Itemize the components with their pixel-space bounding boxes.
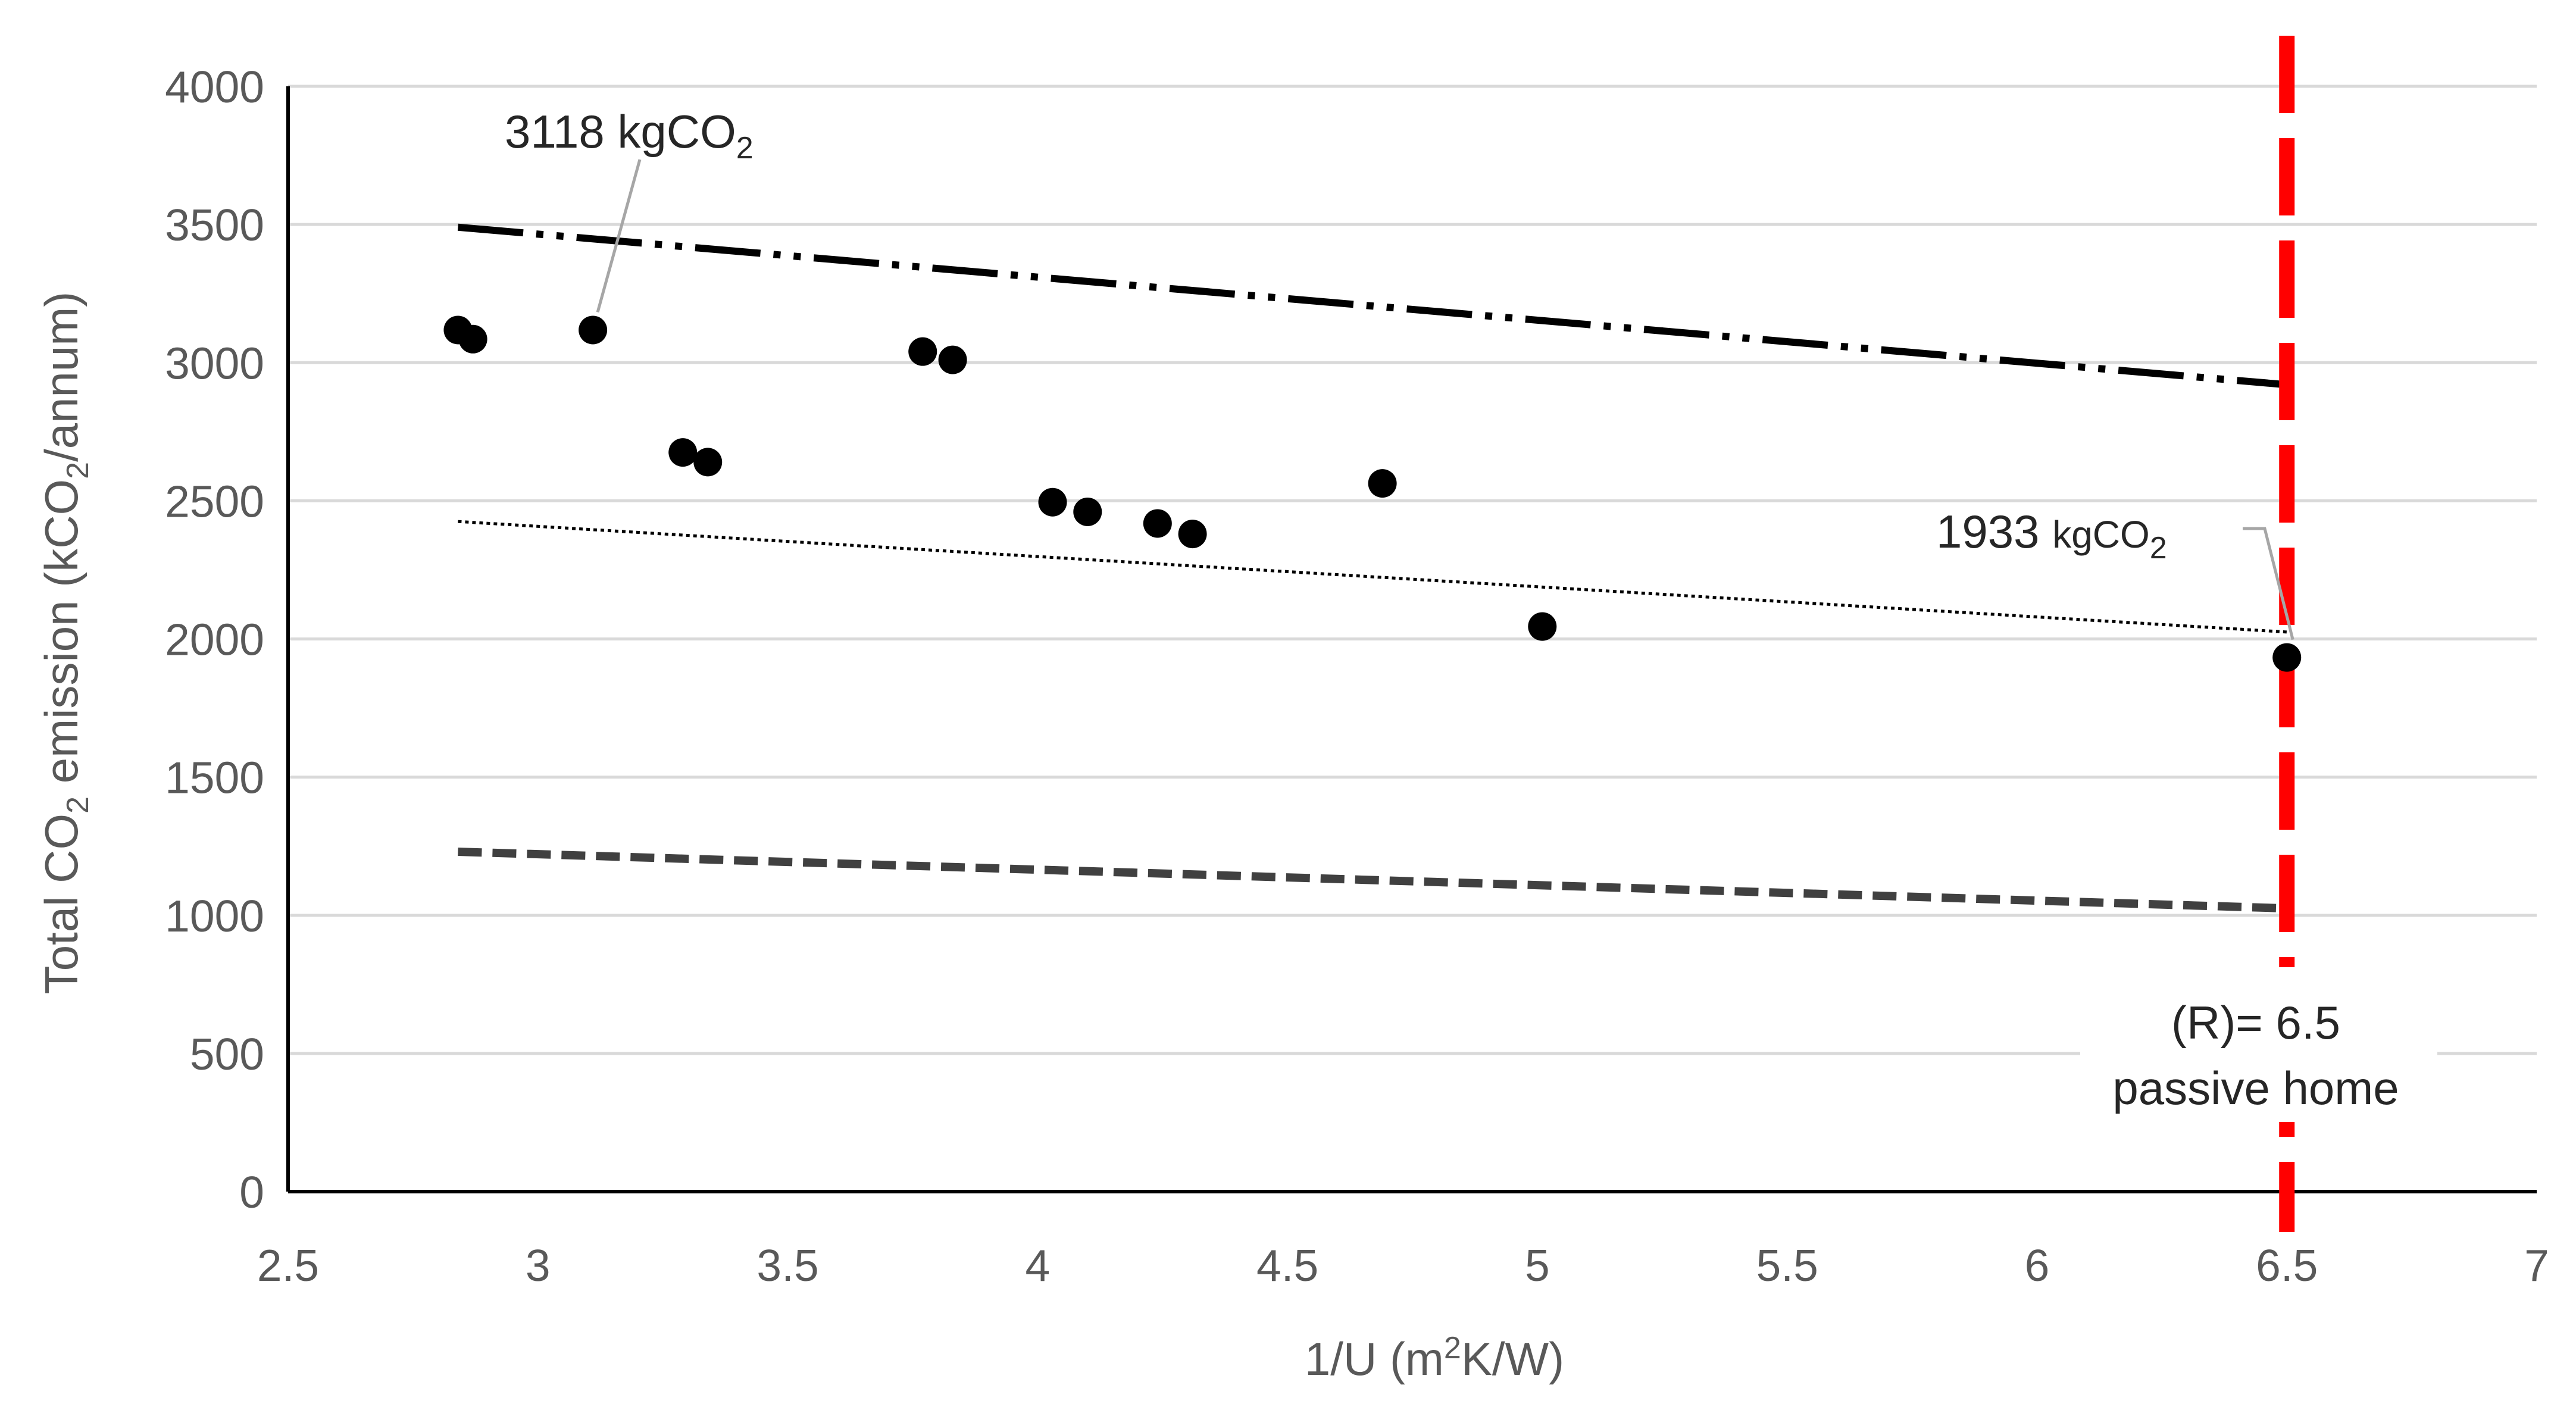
y-tick-label-2000: 2000 bbox=[165, 615, 264, 665]
x-tick-label-4-5: 4.5 bbox=[1256, 1240, 1318, 1290]
axes bbox=[286, 86, 2537, 1193]
data-point-3 bbox=[668, 438, 698, 467]
y-axis-title-mid: emission (kCO bbox=[35, 479, 87, 796]
annotation-1933-leader bbox=[2243, 527, 2294, 640]
annotation-3118-leader bbox=[596, 159, 642, 313]
data-point-1 bbox=[458, 324, 487, 354]
annotation-3118: 3118 kgCO2 bbox=[505, 105, 754, 165]
trend-lines bbox=[457, 223, 2287, 913]
y-tick-label-3500: 3500 bbox=[165, 200, 264, 250]
y-tick-label-0: 0 bbox=[239, 1167, 264, 1217]
y-tick-label-500: 500 bbox=[190, 1029, 264, 1079]
x-tick-labels: 2.5 3 3.5 4 4.5 5 5.5 6 6.5 7 bbox=[257, 1240, 2549, 1290]
passive-home-label: (R)= 6.5 passive home bbox=[2080, 967, 2437, 1122]
x-axis-title-post: K/W) bbox=[1461, 1333, 1564, 1385]
x-axis-title-pre: 1/U (m bbox=[1305, 1333, 1444, 1385]
x-tick-label-5-5: 5.5 bbox=[1756, 1240, 1818, 1290]
annotation-leaders bbox=[596, 159, 2294, 640]
data-point-10 bbox=[1178, 520, 1207, 549]
annotation-1933-unit-sub: 2 bbox=[2150, 531, 2167, 565]
trendline-dash-dot-dot bbox=[457, 223, 2287, 389]
trendline-dashed bbox=[458, 847, 2287, 913]
data-point-9 bbox=[1143, 509, 1172, 538]
data-point-8 bbox=[1073, 497, 1102, 526]
trendline-dotted bbox=[458, 520, 2287, 634]
data-point-11 bbox=[1368, 469, 1397, 498]
x-tick-label-3-5: 3.5 bbox=[756, 1240, 818, 1290]
data-point-7 bbox=[1038, 487, 1067, 517]
annotation-3118-unit: kgCO bbox=[617, 105, 736, 158]
x-tick-label-3: 3 bbox=[526, 1240, 551, 1290]
x-tick-label-2-5: 2.5 bbox=[257, 1240, 319, 1290]
gridlines bbox=[288, 85, 2537, 1055]
data-point-6 bbox=[938, 345, 967, 374]
y-tick-label-1500: 1500 bbox=[165, 753, 264, 803]
passive-home-label-line2: passive home bbox=[2112, 1062, 2399, 1114]
data-point-2 bbox=[579, 315, 608, 345]
x-tick-label-6: 6 bbox=[2025, 1240, 2050, 1290]
y-axis-title-sub2: 2 bbox=[61, 462, 95, 479]
data-points bbox=[443, 315, 2302, 672]
annotation-1933: 1933 kgCO2 bbox=[1936, 505, 2167, 565]
annotations: 3118 kgCO2 1933 kgCO2 bbox=[505, 105, 2167, 565]
y-axis-title-pre: Total CO bbox=[35, 814, 87, 994]
y-axis-title-sub1: 2 bbox=[61, 796, 95, 814]
y-tick-labels: 0 500 1000 1500 2000 2500 3000 3500 4000 bbox=[165, 62, 264, 1217]
y-axis-title-post: /annum) bbox=[35, 292, 87, 462]
x-axis-title: 1/U (m2K/W) bbox=[1305, 1331, 1564, 1385]
x-axis-title-sup: 2 bbox=[1444, 1331, 1461, 1365]
passive-home-label-line1: (R)= 6.5 bbox=[2171, 996, 2340, 1049]
annotation-1933-unit: kgCO bbox=[2052, 513, 2150, 556]
x-tick-label-7: 7 bbox=[2524, 1240, 2549, 1290]
data-point-5 bbox=[908, 337, 937, 366]
y-axis-title: Total CO2 emission (kCO2/annum) bbox=[35, 292, 95, 995]
annotation-1933-value: 1933 bbox=[1936, 505, 2040, 558]
annotation-3118-value: 3118 bbox=[505, 105, 605, 158]
annotation-3118-unit-sub: 2 bbox=[736, 131, 754, 165]
passive-home-label-bg bbox=[2080, 967, 2437, 1122]
x-tick-label-6-5: 6.5 bbox=[2256, 1240, 2318, 1290]
data-point-4 bbox=[693, 448, 723, 477]
y-tick-label-4000: 4000 bbox=[165, 62, 264, 112]
y-tick-label-2500: 2500 bbox=[165, 476, 264, 526]
data-point-13 bbox=[2272, 643, 2302, 672]
y-tick-label-1000: 1000 bbox=[165, 891, 264, 941]
y-tick-label-3000: 3000 bbox=[165, 338, 264, 388]
data-point-12 bbox=[1528, 612, 1557, 641]
x-tick-label-5: 5 bbox=[1525, 1240, 1550, 1290]
x-tick-label-4: 4 bbox=[1025, 1240, 1050, 1290]
